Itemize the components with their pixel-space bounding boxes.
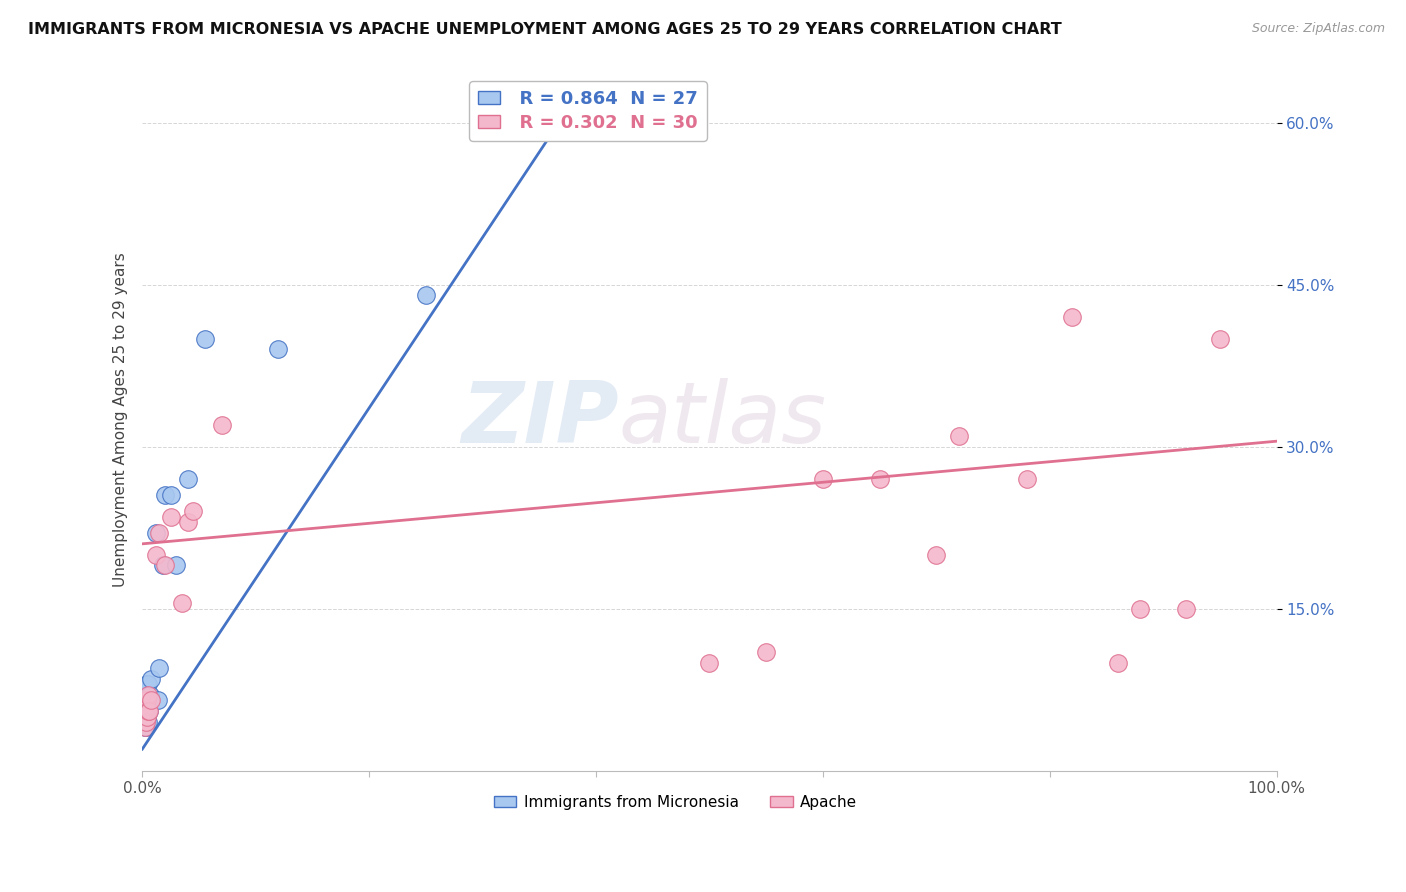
Point [1174, 601, 1197, 615]
Point [145, 548, 167, 562]
Y-axis label: Unemployment Among Ages 25 to 29 years: Unemployment Among Ages 25 to 29 years [114, 252, 128, 587]
Point [159, 488, 181, 502]
Point [135, 721, 157, 735]
Point [153, 488, 176, 502]
Point [135, 709, 157, 723]
Point [138, 704, 160, 718]
Point [134, 704, 156, 718]
Point [176, 515, 198, 529]
Point [135, 693, 157, 707]
Point [135, 693, 157, 707]
Point [415, 288, 437, 302]
Text: atlas: atlas [619, 378, 827, 461]
Point [152, 558, 174, 573]
Legend: Immigrants from Micronesia, Apache: Immigrants from Micronesia, Apache [488, 789, 863, 815]
Point [141, 693, 163, 707]
Point [134, 721, 156, 735]
Point [176, 472, 198, 486]
Point [699, 656, 721, 670]
Point [183, 504, 205, 518]
Point [135, 688, 157, 702]
Point [148, 661, 170, 675]
Point [159, 509, 181, 524]
Point [811, 472, 834, 486]
Text: IMMIGRANTS FROM MICRONESIA VS APACHE UNEMPLOYMENT AMONG AGES 25 TO 29 YEARS CORR: IMMIGRANTS FROM MICRONESIA VS APACHE UNE… [28, 22, 1062, 37]
Point [1062, 310, 1084, 324]
Point [165, 558, 187, 573]
Point [153, 558, 176, 573]
Point [948, 429, 970, 443]
Point [148, 526, 170, 541]
Point [267, 343, 290, 357]
Point [145, 526, 167, 541]
Point [134, 721, 156, 735]
Point [136, 677, 159, 691]
Point [136, 715, 159, 730]
Point [136, 698, 159, 713]
Point [135, 677, 157, 691]
Text: ZIP: ZIP [461, 378, 619, 461]
Point [136, 688, 159, 702]
Point [135, 709, 157, 723]
Point [1129, 601, 1152, 615]
Point [755, 645, 778, 659]
Point [136, 704, 159, 718]
Point [148, 693, 170, 707]
Point [135, 698, 157, 713]
Text: Source: ZipAtlas.com: Source: ZipAtlas.com [1251, 22, 1385, 36]
Point [138, 688, 160, 702]
Point [211, 417, 233, 432]
Point [135, 715, 157, 730]
Point [1015, 472, 1038, 486]
Point [1107, 656, 1129, 670]
Point [1209, 332, 1232, 346]
Point [141, 672, 163, 686]
Point [134, 698, 156, 713]
Point [925, 548, 948, 562]
Point [134, 709, 156, 723]
Point [135, 704, 157, 718]
Point [139, 688, 162, 702]
Point [138, 704, 160, 718]
Point [869, 472, 891, 486]
Point [194, 332, 217, 346]
Point [170, 596, 193, 610]
